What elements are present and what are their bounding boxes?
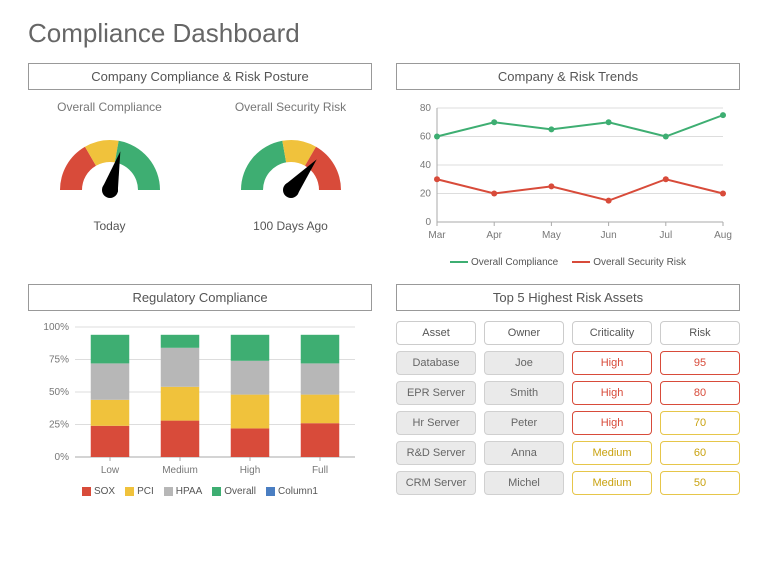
trends-title: Company & Risk Trends [396,63,740,90]
legend-item: SOX [82,486,115,497]
trends-legend: Overall Compliance Overall Security Risk [396,257,740,268]
asset-cell: Database [396,351,476,375]
owner-cell: Anna [484,441,564,465]
table-header-cell: Owner [484,321,564,345]
criticality-cell: Medium [572,441,652,465]
regulatory-title: Regulatory Compliance [28,284,372,311]
svg-text:60: 60 [420,132,432,143]
dashboard-grid: Company Compliance & Risk Posture Overal… [28,63,740,497]
criticality-cell: High [572,381,652,405]
svg-text:May: May [542,230,561,241]
trends-chart: 0 20 40 60 80 Mar Apr May Jun Jul Aug [396,100,740,250]
gauge-chart [45,120,175,210]
legend-item: Column1 [266,486,318,497]
gauge-subtitle: Overall Compliance [28,100,191,114]
svg-text:0%: 0% [55,452,70,463]
svg-text:Full: Full [312,465,328,476]
svg-text:Medium: Medium [162,465,198,476]
gauge-block: Overall Security Risk 100 Days Ago [209,100,372,233]
svg-text:75%: 75% [49,355,69,366]
legend-item: PCI [125,486,154,497]
table-row: EPR Server Smith High 80 [396,381,740,405]
regulatory-legend: SOX PCI HPAA Overall Column1 [28,486,372,497]
table-header-cell: Criticality [572,321,652,345]
gauge-chart [226,120,356,210]
posture-panel: Company Compliance & Risk Posture Overal… [28,63,372,268]
risk-cell: 60 [660,441,740,465]
gauge-caption: Today [28,219,191,233]
top-assets-panel: Top 5 Highest Risk Assets Asset Owner Crit… [396,284,740,497]
owner-cell: Joe [484,351,564,375]
owner-cell: Peter [484,411,564,435]
asset-cell: EPR Server [396,381,476,405]
svg-text:Low: Low [101,465,120,476]
asset-cell: R&D Server [396,441,476,465]
svg-text:100%: 100% [43,322,69,333]
gauge-block: Overall Compliance Today [28,100,191,233]
risk-cell: 95 [660,351,740,375]
svg-text:Jul: Jul [659,230,672,241]
svg-text:20: 20 [420,189,432,200]
criticality-cell: High [572,411,652,435]
table-row: Hr Server Peter High 70 [396,411,740,435]
svg-text:Aug: Aug [714,230,732,241]
svg-text:0: 0 [425,217,431,228]
gauge-caption: 100 Days Ago [209,219,372,233]
legend-item: Overall Compliance [450,257,558,268]
svg-text:50%: 50% [49,387,69,398]
legend-item: Overall Security Risk [572,257,686,268]
trends-panel: Company & Risk Trends 0 20 40 60 80 Mar Apr May… [396,63,740,268]
criticality-cell: Medium [572,471,652,495]
owner-cell: Smith [484,381,564,405]
posture-title: Company Compliance & Risk Posture [28,63,372,90]
svg-text:Apr: Apr [486,230,502,241]
table-header-row: Asset Owner Criticality Risk [396,321,740,345]
risk-cell: 80 [660,381,740,405]
risk-cell: 70 [660,411,740,435]
page-title: Compliance Dashboard [28,18,740,49]
owner-cell: Michel [484,471,564,495]
criticality-cell: High [572,351,652,375]
top-assets-title: Top 5 Highest Risk Assets [396,284,740,311]
svg-text:Jun: Jun [601,230,617,241]
svg-text:80: 80 [420,103,432,114]
asset-cell: CRM Server [396,471,476,495]
risk-cell: 50 [660,471,740,495]
risk-table: Asset Owner Criticality Risk Database Joe High… [396,321,740,495]
svg-text:40: 40 [420,160,432,171]
table-row: R&D Server Anna Medium 60 [396,441,740,465]
asset-cell: Hr Server [396,411,476,435]
svg-text:Mar: Mar [428,230,446,241]
table-header-cell: Asset [396,321,476,345]
table-row: Database Joe High 95 [396,351,740,375]
legend-item: HPAA [164,486,203,497]
legend-item: Overall [212,486,256,497]
svg-text:High: High [240,465,261,476]
regulatory-panel: Regulatory Compliance 0% 25% 50% 75% 100% Low… [28,284,372,497]
gauge-subtitle: Overall Security Risk [209,100,372,114]
table-header-cell: Risk [660,321,740,345]
svg-text:25%: 25% [49,420,69,431]
table-row: CRM Server Michel Medium 50 [396,471,740,495]
regulatory-chart: 0% 25% 50% 75% 100% Low Medium High Full [28,321,372,481]
